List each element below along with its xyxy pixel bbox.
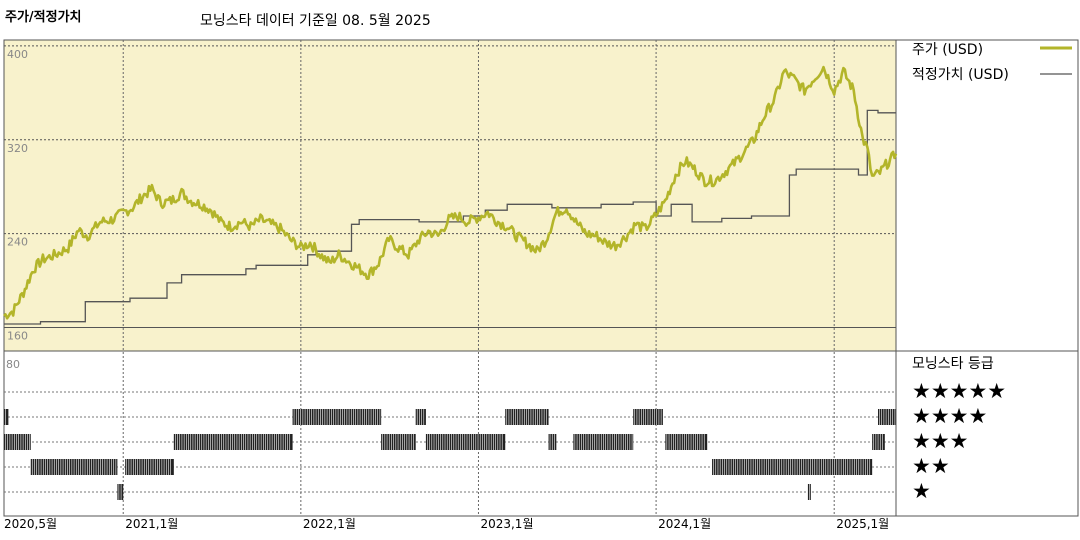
rating-segment-4-star bbox=[415, 409, 426, 425]
rating-5-stars: ★★★★★ bbox=[912, 379, 1006, 403]
rating-segment-3-star bbox=[4, 434, 31, 450]
rating-title: 모닝스타 등급 bbox=[912, 356, 994, 372]
rating-bar bbox=[877, 409, 896, 425]
y-tick-label: 400 bbox=[7, 48, 28, 61]
rating-segment-2-star bbox=[30, 459, 118, 475]
rating-4-stars: ★★★★ bbox=[912, 404, 987, 428]
rating-segment-4-star bbox=[505, 409, 549, 425]
rating-bar bbox=[425, 434, 506, 450]
y-axis-ticks: 400 320 240 160 bbox=[7, 48, 28, 343]
y-tick-label: 320 bbox=[7, 142, 28, 155]
chart-frame bbox=[3, 39, 1079, 517]
rating-bar bbox=[173, 434, 293, 450]
rating-segment-3-star bbox=[665, 434, 708, 450]
rating-segment-3-star bbox=[548, 434, 557, 450]
x-tick-label: 2023,1월 bbox=[480, 517, 533, 531]
rating-bar bbox=[381, 434, 416, 450]
rating-bar bbox=[292, 409, 382, 425]
fair-value-line bbox=[4, 109, 896, 325]
rating-segment-3-star bbox=[573, 434, 634, 450]
rating-bar bbox=[117, 484, 124, 500]
x-tick-label: 2022,1월 bbox=[303, 517, 356, 531]
rating-3-stars: ★★★ bbox=[912, 429, 968, 453]
rating-segment-3-star bbox=[381, 434, 416, 450]
x-axis-ticks: 2020,5월 2021,1월 2022,1월 2023,1월 2024,1월 2025,… bbox=[4, 517, 889, 531]
rating-2-stars: ★★ bbox=[912, 454, 950, 478]
rating-segment-3-star bbox=[173, 434, 293, 450]
rating-bar bbox=[665, 434, 708, 450]
rating-bar bbox=[4, 409, 9, 425]
rating-segment-1-star bbox=[117, 484, 124, 500]
legend-fair-label: 적정가치 (USD) bbox=[912, 67, 1009, 83]
rating-bars bbox=[4, 409, 896, 500]
rating-bar bbox=[415, 409, 426, 425]
rating-segment-4-star bbox=[292, 409, 382, 425]
price-panel-bg bbox=[4, 40, 896, 351]
header-subtitle: 모닝스타 데이터 기준일 08. 5월 2025 bbox=[200, 13, 431, 29]
rating-segment-4-star bbox=[633, 409, 663, 425]
x-tick-label: 2024,1월 bbox=[658, 517, 711, 531]
x-tick-label: 2025,1월 bbox=[836, 517, 889, 531]
price-line bbox=[3, 65, 898, 320]
rating-bar bbox=[712, 459, 873, 475]
rating-bar bbox=[4, 434, 31, 450]
x-tick-label: 2021,1월 bbox=[125, 517, 178, 531]
legend-price-label: 주가 (USD) bbox=[912, 42, 983, 58]
header-title: 주가/적정가치 bbox=[5, 10, 82, 25]
rating-segment-2-star bbox=[125, 459, 174, 475]
y-tick-label: 160 bbox=[7, 330, 28, 343]
rating-bar bbox=[872, 434, 885, 450]
rating-1-star: ★ bbox=[912, 479, 931, 503]
ratings-top-tick: 80 bbox=[6, 358, 20, 371]
rating-segment-4-star bbox=[877, 409, 896, 425]
rating-segment-4-star bbox=[4, 409, 9, 425]
rating-segment-2-star bbox=[712, 459, 873, 475]
rating-segment-3-star bbox=[425, 434, 506, 450]
y-tick-label: 240 bbox=[7, 236, 28, 249]
rating-segment-3-star bbox=[872, 434, 885, 450]
x-tick-label: 2020,5월 bbox=[4, 517, 57, 531]
rating-segment-1-star bbox=[807, 484, 811, 500]
